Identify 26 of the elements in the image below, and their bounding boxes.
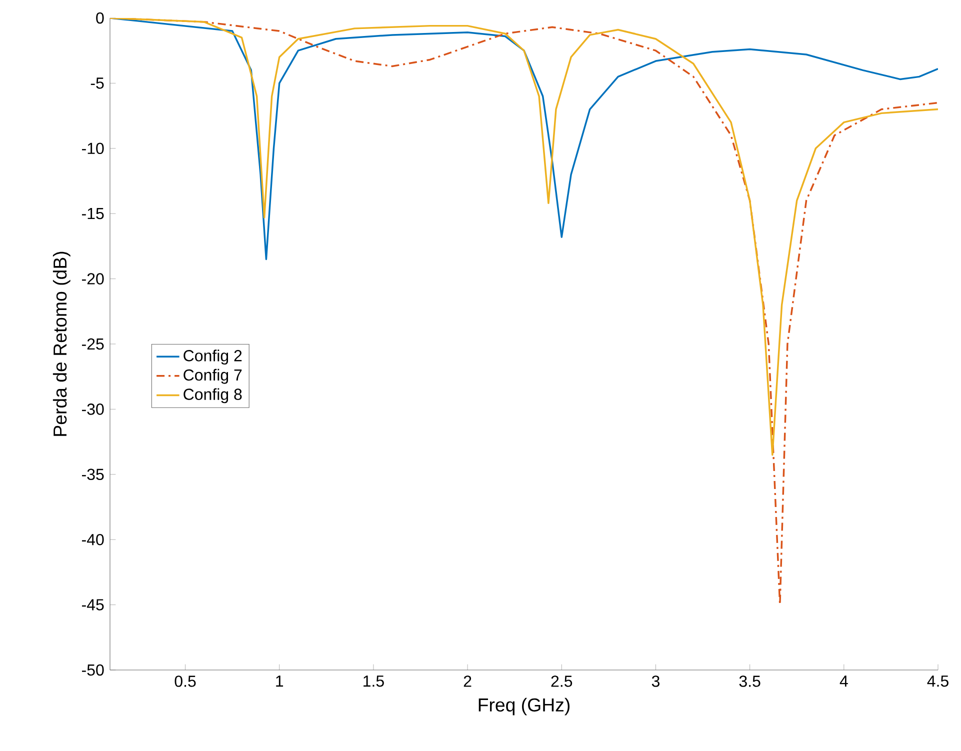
- y-tick-label: -30: [82, 404, 104, 415]
- y-tick-label: -5: [90, 78, 104, 89]
- y-tick-label: -45: [82, 599, 104, 610]
- y-tick-label: -40: [82, 534, 104, 546]
- x-tick-label: 3.5: [739, 676, 760, 687]
- x-tick-label: 4.5: [927, 676, 948, 687]
- y-tick-label: -10: [82, 142, 104, 154]
- x-tick-label: 1.5: [364, 676, 384, 687]
- y-tick-label: -50: [82, 664, 104, 676]
- x-axis-title: Freq (GHz): [478, 698, 570, 716]
- legend-label: Config 7: [184, 368, 242, 384]
- legend-label: Config 8: [184, 388, 242, 404]
- x-tick-label: 2: [464, 676, 472, 687]
- y-tick-label: -25: [82, 338, 104, 350]
- x-tick-label: 3: [652, 676, 660, 687]
- x-tick-label: 1: [276, 676, 284, 687]
- x-tick-label: 2.5: [551, 676, 572, 687]
- y-tick-label: -15: [82, 208, 104, 220]
- y-axis-title: Perda de Retomo (dB): [52, 252, 70, 436]
- y-tick-label: 0: [96, 12, 104, 24]
- line-series: [110, 18, 938, 456]
- legend-label: Config 2: [184, 350, 242, 365]
- y-tick-label: -35: [82, 468, 104, 480]
- x-tick-label: 4: [840, 676, 848, 687]
- y-tick-label: -20: [82, 273, 104, 284]
- x-tick-label: 0.5: [174, 676, 196, 687]
